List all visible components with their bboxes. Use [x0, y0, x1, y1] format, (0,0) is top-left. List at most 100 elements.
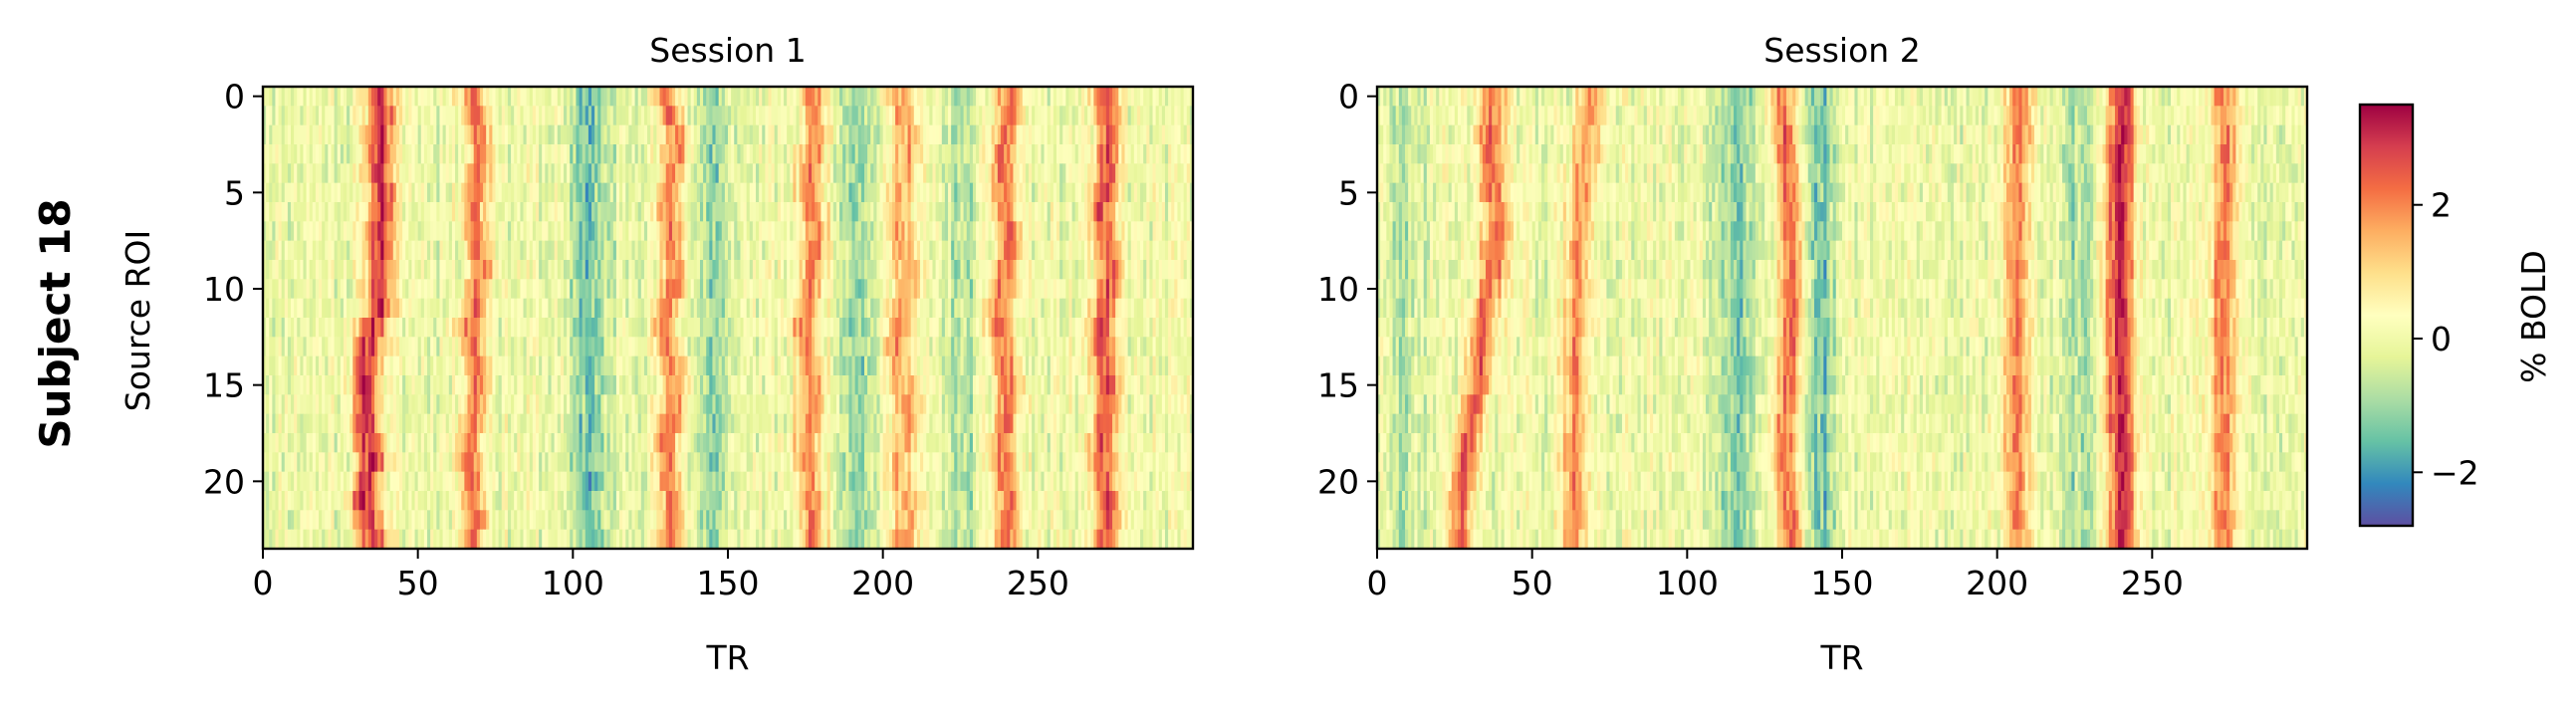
heatmap-cell: [609, 337, 614, 357]
heatmap-cell: [408, 375, 413, 395]
heatmap-cell: [765, 124, 770, 145]
heatmap-cell: [427, 202, 431, 222]
heatmap-cell: [340, 124, 345, 145]
heatmap-cell: [272, 182, 277, 203]
heatmap-cell: [985, 298, 990, 319]
heatmap-cell: [1155, 318, 1160, 338]
heatmap-cell: [442, 240, 447, 261]
heatmap-cell: [1164, 260, 1169, 280]
heatmap-cell: [606, 337, 611, 357]
heatmap-cell: [1087, 221, 1091, 242]
heatmap-cell: [929, 124, 934, 145]
heatmap-cell: [1108, 240, 1113, 261]
heatmap-cell: [910, 182, 915, 203]
heatmap-cell: [728, 163, 732, 184]
heatmap-cell: [367, 337, 372, 357]
heatmap-cell: [331, 394, 336, 415]
heatmap-cell: [728, 202, 732, 222]
heatmap-cell: [815, 202, 819, 222]
heatmap-cell: [539, 124, 543, 145]
heatmap-cell: [498, 106, 503, 126]
heatmap-cell: [455, 87, 459, 107]
heatmap-cell: [1093, 106, 1098, 126]
heatmap-cell: [790, 144, 794, 164]
heatmap-cell: [263, 337, 267, 357]
heatmap-cell: [606, 394, 611, 415]
heatmap-cell: [436, 375, 441, 395]
heatmap-cell: [762, 240, 766, 261]
heatmap-cell: [597, 355, 601, 376]
heatmap-cell: [724, 163, 729, 184]
heatmap-cell: [319, 87, 323, 107]
heatmap-cell: [1080, 87, 1085, 107]
heatmap-cell: [818, 106, 821, 126]
heatmap-cell: [668, 163, 673, 184]
heatmap-cell: [759, 375, 763, 395]
heatmap-cell: [796, 318, 801, 338]
heatmap-cell: [815, 221, 819, 242]
heatmap-cell: [374, 260, 378, 280]
heatmap-cell: [749, 279, 754, 300]
heatmap-cell: [367, 87, 372, 107]
heatmap-cell: [467, 221, 472, 242]
heatmap-cell: [467, 394, 472, 415]
heatmap-cell: [1044, 87, 1049, 107]
heatmap-cell: [567, 240, 571, 261]
heatmap-cell: [948, 240, 952, 261]
heatmap-cell: [597, 375, 601, 395]
heatmap-cell: [854, 318, 859, 338]
heatmap-cell: [954, 375, 958, 395]
heatmap-cell: [963, 337, 968, 357]
heatmap-cell: [526, 87, 531, 107]
heatmap-cell: [653, 318, 657, 338]
heatmap-cell: [724, 221, 729, 242]
heatmap-cell: [347, 355, 351, 376]
heatmap-cell: [696, 375, 701, 395]
heatmap-cell: [529, 221, 534, 242]
heatmap-cell: [473, 355, 478, 376]
heatmap-cell: [560, 144, 565, 164]
heatmap-cell: [1140, 144, 1144, 164]
heatmap-cell: [873, 202, 878, 222]
heatmap-cell: [612, 144, 617, 164]
heatmap-cell: [625, 124, 629, 145]
heatmap-cell: [445, 337, 450, 357]
heatmap-cell: [957, 221, 962, 242]
heatmap-cell: [898, 279, 902, 300]
heatmap-cell: [737, 182, 742, 203]
heatmap-cell: [1025, 337, 1030, 357]
heatmap-row: [263, 318, 1194, 338]
heatmap-cell: [284, 240, 289, 261]
heatmap-cell: [659, 106, 664, 126]
heatmap-cell: [1093, 202, 1098, 222]
heatmap-cell: [291, 337, 295, 357]
heatmap-cell: [709, 279, 714, 300]
heatmap-cell: [551, 375, 556, 395]
heatmap-cell: [1032, 124, 1036, 145]
heatmap-cell: [495, 202, 500, 222]
heatmap-cell: [693, 106, 698, 126]
heatmap-cell: [762, 394, 766, 415]
heatmap-cell: [319, 355, 323, 376]
heatmap-cell: [514, 221, 518, 242]
heatmap-cell: [796, 124, 801, 145]
heatmap-cell: [662, 202, 667, 222]
heatmap-cell: [668, 355, 673, 376]
heatmap-cell: [944, 240, 949, 261]
heatmap-cell: [1074, 337, 1079, 357]
heatmap-cell: [787, 87, 791, 107]
heatmap-cell: [982, 355, 986, 376]
heatmap-cell: [557, 375, 562, 395]
heatmap-cell: [291, 221, 295, 242]
heatmap-cell: [1149, 260, 1154, 280]
heatmap-cell: [944, 298, 949, 319]
heatmap-cell: [322, 318, 326, 338]
heatmap-cell: [1062, 240, 1066, 261]
heatmap-cell: [526, 318, 531, 338]
heatmap-cell: [411, 182, 416, 203]
heatmap-cell: [312, 106, 317, 126]
heatmap-cell: [554, 279, 559, 300]
heatmap-cell: [851, 124, 856, 145]
heatmap-cell: [479, 240, 484, 261]
heatmap-cell: [448, 355, 453, 376]
